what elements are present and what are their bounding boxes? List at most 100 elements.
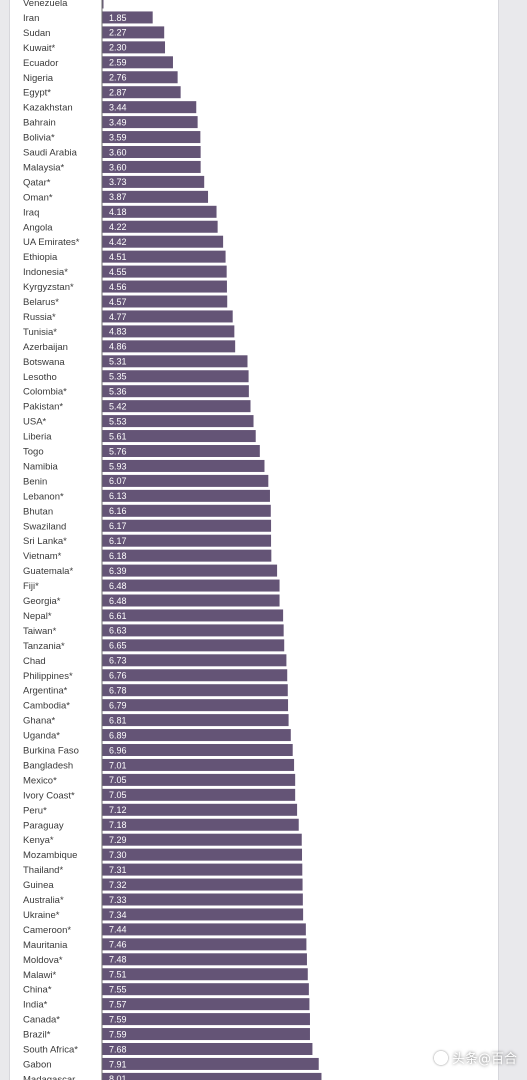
- bar-value-label: 4.51: [109, 252, 127, 262]
- bar-value-label: 6.39: [109, 566, 127, 576]
- bar-row: Azerbaijan 4.86: [23, 340, 236, 353]
- category-label: Kenya*: [23, 835, 54, 846]
- bar: [102, 1028, 310, 1041]
- category-label: Egypt*: [23, 88, 51, 99]
- bar-row: Malawi* 7.51: [23, 968, 308, 981]
- bar-value-label: 5.42: [109, 401, 127, 411]
- bar-row: Kyrgyzstan* 4.56: [23, 280, 227, 293]
- bar-row: Liberia 5.61: [23, 430, 256, 443]
- bar: [102, 340, 236, 353]
- category-label: Tanzania*: [23, 641, 65, 652]
- bar: [102, 534, 272, 547]
- bar-value-label: 3.49: [109, 117, 127, 127]
- bars-layer: Venezuela Iran 1.85 Sudan 2.27 Kuwait* 2.30 Ecu…: [23, 0, 322, 1080]
- bar-row: USA* 5.53: [23, 415, 254, 428]
- category-label: Iraq: [23, 207, 39, 218]
- bar-value-label: 3.60: [109, 147, 127, 157]
- category-label: Australia*: [23, 895, 64, 906]
- bar-value-label: 4.18: [109, 207, 127, 217]
- bar-value-label: 6.79: [109, 700, 127, 710]
- bar-value-label: 7.18: [109, 820, 127, 830]
- bar: [102, 220, 218, 233]
- bar-row: Qatar* 3.73: [23, 175, 205, 188]
- bar-value-label: 7.12: [109, 805, 127, 815]
- category-label: UA Emirates*: [23, 237, 80, 248]
- bar: [102, 1013, 310, 1026]
- category-label: Bhutan: [23, 506, 53, 517]
- bar: [102, 609, 284, 622]
- bar: [102, 923, 306, 936]
- bar: [102, 773, 296, 786]
- category-label: India*: [23, 1000, 48, 1011]
- bar-value-label: 3.59: [109, 132, 127, 142]
- category-label: Argentina*: [23, 686, 68, 697]
- bar: [102, 474, 269, 487]
- bar: [102, 758, 295, 771]
- bar-row: China* 7.55: [23, 983, 309, 996]
- bar: [102, 250, 226, 263]
- bar-row: UA Emirates* 4.42: [23, 235, 224, 248]
- bar: [102, 131, 201, 144]
- bar-row: Lesotho 5.35: [23, 370, 249, 383]
- category-label: Iran: [23, 13, 39, 24]
- bar-row: Brazil* 7.59: [23, 1028, 310, 1041]
- bar-value-label: 4.83: [109, 327, 127, 337]
- bar-value-label: 7.34: [109, 910, 127, 920]
- bar: [102, 265, 227, 278]
- category-label: Sudan: [23, 28, 50, 39]
- bar-value-label: 6.73: [109, 656, 127, 666]
- bar-row: Bolivia* 3.59: [23, 131, 201, 144]
- bar-row: Oman* 3.87: [23, 190, 209, 203]
- bar: [102, 788, 296, 801]
- bar-row: Australia* 7.33: [23, 893, 303, 906]
- category-label: Kuwait*: [23, 43, 56, 54]
- bar-row: Ecuador 2.59: [23, 56, 173, 69]
- bar-row: Togo 5.76: [23, 445, 260, 458]
- category-label: Swaziland: [23, 521, 66, 532]
- bar: [102, 205, 217, 218]
- bar-value-label: 7.30: [109, 850, 127, 860]
- bar: [102, 355, 248, 368]
- bar: [102, 579, 280, 592]
- bar: [102, 235, 224, 248]
- bar-value-label: 6.07: [109, 476, 127, 486]
- bar: [102, 714, 289, 727]
- bar-value-label: 7.01: [109, 760, 127, 770]
- bar-row: Taiwan* 6.63: [23, 624, 284, 637]
- bar-row: Iraq 4.18: [23, 205, 217, 218]
- category-label: Bahrain: [23, 118, 56, 129]
- bar-value-label: 5.76: [109, 446, 127, 456]
- bar: [102, 0, 104, 9]
- bar-row: Malaysia* 3.60: [23, 160, 201, 173]
- bar-row: Benin 6.07: [23, 474, 269, 487]
- watermark: 头条@百合: [433, 1048, 517, 1067]
- category-label: Malaysia*: [23, 162, 64, 173]
- bar-row: Indonesia* 4.55: [23, 265, 227, 278]
- bar-value-label: 5.53: [109, 416, 127, 426]
- bar-value-label: 5.35: [109, 372, 127, 382]
- category-label: USA*: [23, 417, 47, 428]
- bar-row: Madagascar 8.01: [23, 1072, 322, 1080]
- bar: [102, 699, 289, 712]
- category-label: Nigeria: [23, 73, 54, 84]
- category-label: Saudi Arabia: [23, 148, 78, 159]
- category-label: Cameroon*: [23, 925, 71, 936]
- bar-value-label: 1.85: [109, 13, 127, 23]
- bar: [102, 893, 303, 906]
- bar: [102, 744, 293, 756]
- category-label: Madagascar: [23, 1074, 75, 1080]
- bar: [102, 594, 280, 607]
- bar-value-label: 7.32: [109, 880, 127, 890]
- bar-row: Russia* 4.77: [23, 310, 233, 323]
- bar-value-label: 3.60: [109, 162, 127, 172]
- bar: [102, 415, 254, 428]
- bar-value-label: 6.89: [109, 730, 127, 740]
- category-label: Philippines*: [23, 671, 73, 682]
- category-label: Brazil*: [23, 1030, 51, 1041]
- bar-row: Paraguay 7.18: [23, 818, 299, 831]
- bar-row: Uganda* 6.89: [23, 729, 291, 742]
- bar-value-label: 6.13: [109, 491, 127, 501]
- bar-row: Kenya* 7.29: [23, 833, 302, 846]
- bar-value-label: 4.56: [109, 282, 127, 292]
- bar-value-label: 2.27: [109, 28, 127, 38]
